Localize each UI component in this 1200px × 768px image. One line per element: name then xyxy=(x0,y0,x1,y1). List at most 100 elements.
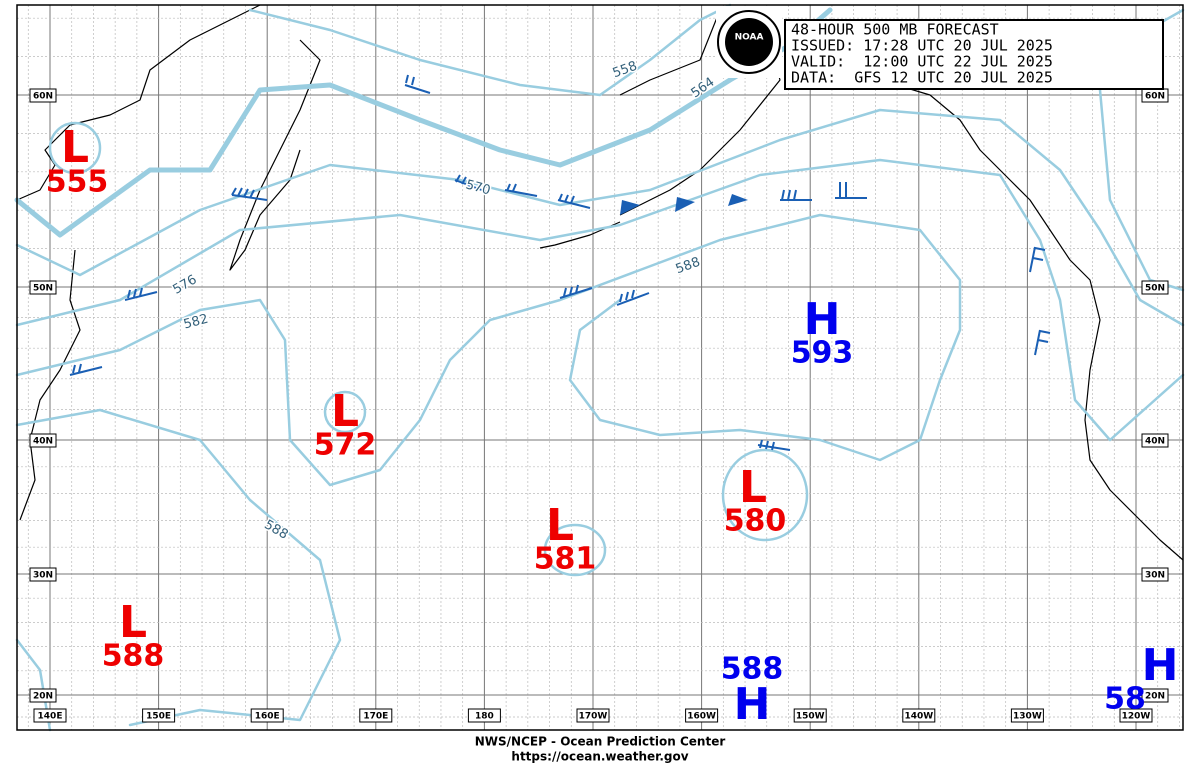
lon-label-box xyxy=(1010,708,1044,723)
center-value: 580 xyxy=(724,504,787,539)
wind-barb xyxy=(124,287,158,301)
wind-barb xyxy=(454,174,488,193)
lat-label-box xyxy=(1141,567,1169,582)
lat-label: 50N xyxy=(1145,284,1165,294)
lat-label: 40N xyxy=(33,437,53,447)
lat-label: 20N xyxy=(1145,692,1165,702)
wind-barb xyxy=(231,187,268,201)
contour xyxy=(15,213,962,487)
center-letter: L xyxy=(739,462,767,513)
logo xyxy=(725,18,773,66)
center-value: 555 xyxy=(46,165,109,200)
wind-barb xyxy=(780,189,812,201)
lon-label-box xyxy=(250,708,284,723)
wind-barbs xyxy=(69,74,1051,451)
map-frame xyxy=(16,4,1184,731)
coastlines xyxy=(16,4,1184,561)
lon-label: 140E xyxy=(38,712,63,722)
center-letter: L xyxy=(546,500,574,551)
center-letter: H xyxy=(1142,640,1179,691)
wind-barb xyxy=(404,74,431,94)
lat-label: 30N xyxy=(33,571,53,581)
lon-label: 150E xyxy=(146,712,171,722)
wind-barb xyxy=(1034,329,1051,356)
pennant xyxy=(620,194,748,215)
contour xyxy=(15,158,1185,442)
lat-label: 20N xyxy=(33,692,53,702)
lat-label-box xyxy=(29,433,57,448)
lon-label-box xyxy=(467,708,501,723)
lon-label: 120W xyxy=(1122,712,1151,722)
header-panel xyxy=(784,19,1164,90)
header-line: DATA: GFS 12 UTC 20 JUL 2025 xyxy=(791,69,1053,87)
lon-label-box xyxy=(359,708,393,723)
center-letter: H xyxy=(734,679,771,730)
lon-label: 170W xyxy=(579,712,608,722)
wind-barb xyxy=(69,363,103,376)
contour xyxy=(721,448,809,542)
lat-label-box xyxy=(29,688,57,703)
center-letter: L xyxy=(61,122,89,173)
lat-label-box xyxy=(1141,433,1169,448)
center-value: 58 xyxy=(1104,682,1146,717)
center-letter: H xyxy=(804,294,841,345)
japan-coast xyxy=(19,249,81,521)
alaska-coast xyxy=(619,9,781,216)
contours xyxy=(14,3,1185,732)
center-letter: L xyxy=(119,597,147,648)
asia-coast xyxy=(16,4,261,201)
wind-barb xyxy=(757,439,791,451)
contour xyxy=(15,408,342,727)
logo-text: NOAA xyxy=(735,33,764,43)
lon-label: 140W xyxy=(904,712,933,722)
header-line: ISSUED: 17:28 UTC 20 JUL 2025 xyxy=(791,37,1053,55)
contour xyxy=(543,523,607,577)
lat-label: 60N xyxy=(1145,92,1165,102)
wind-barb xyxy=(616,289,650,306)
center-value: 572 xyxy=(314,428,377,463)
lat-label: 30N xyxy=(1145,571,1165,581)
lon-label: 150W xyxy=(796,712,825,722)
center-value: 588 xyxy=(102,639,165,674)
contour xyxy=(48,121,102,175)
lon-label-box xyxy=(793,708,827,723)
lat-label-box xyxy=(29,567,57,582)
center-value: 588 xyxy=(721,652,784,687)
contour xyxy=(248,3,732,97)
lat-label-box xyxy=(29,280,57,295)
lat-label: 60N xyxy=(33,92,53,102)
contour xyxy=(15,108,1185,327)
lon-label-box xyxy=(902,708,936,723)
contour xyxy=(323,390,367,434)
lon-label: 170E xyxy=(363,712,388,722)
center-value: 581 xyxy=(534,542,597,577)
lat-label: 40N xyxy=(1145,437,1165,447)
footer-agency: NWS/NCEP - Ocean Prediction Center xyxy=(475,735,726,749)
center-value: 593 xyxy=(791,336,854,371)
lon-label-box xyxy=(142,708,176,723)
lon-label-box xyxy=(33,708,67,723)
center-letter: L xyxy=(331,386,359,437)
header-line: 48-HOUR 500 MB FORECAST xyxy=(791,21,999,39)
lon-label-box xyxy=(1119,708,1153,723)
header-line: VALID: 12:00 UTC 22 JUL 2025 xyxy=(791,53,1053,71)
lon-label-box xyxy=(685,708,719,723)
footer-url: https://ocean.weather.gov xyxy=(511,750,688,764)
lon-label-box xyxy=(576,708,610,723)
lat-label-box xyxy=(1141,280,1169,295)
lon-label: 160W xyxy=(687,712,716,722)
wind-barb xyxy=(504,183,538,197)
contour xyxy=(14,7,833,238)
wind-barb xyxy=(559,284,593,299)
lat-label-box xyxy=(29,88,57,103)
wind-barb xyxy=(835,182,867,199)
lon-label: 130W xyxy=(1013,712,1042,722)
wind-barb xyxy=(557,193,591,209)
lat-label: 50N xyxy=(33,284,53,294)
na-coast xyxy=(879,79,1184,561)
lon-label: 180 xyxy=(475,712,494,722)
